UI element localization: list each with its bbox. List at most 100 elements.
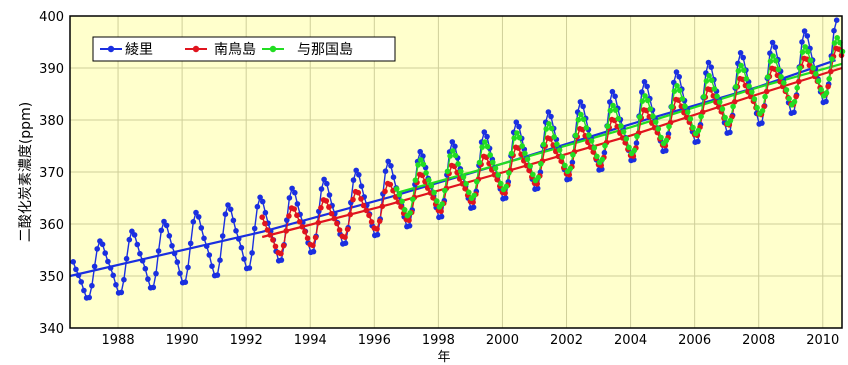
data-point-2 xyxy=(503,183,510,190)
data-point-0 xyxy=(676,74,682,80)
data-point-0 xyxy=(235,236,242,242)
x-tick-label: 2006 xyxy=(678,333,711,348)
data-point-2 xyxy=(466,189,472,196)
data-point-2 xyxy=(420,161,427,168)
data-point-2 xyxy=(666,123,672,130)
data-point-2 xyxy=(636,114,643,120)
data-point-1 xyxy=(326,204,332,210)
data-point-2 xyxy=(516,134,523,141)
data-point-0 xyxy=(342,240,349,246)
data-point-0 xyxy=(708,64,714,70)
data-point-1 xyxy=(731,99,738,105)
data-point-2 xyxy=(751,96,758,102)
data-point-0 xyxy=(737,50,744,56)
data-point-0 xyxy=(534,185,541,192)
data-point-0 xyxy=(513,119,520,125)
data-point-1 xyxy=(318,205,324,211)
data-point-1 xyxy=(272,243,279,250)
data-point-1 xyxy=(280,242,287,249)
data-point-0 xyxy=(174,259,181,265)
data-point-0 xyxy=(134,241,141,248)
data-point-1 xyxy=(331,215,338,222)
data-point-2 xyxy=(716,99,723,105)
data-point-2 xyxy=(719,106,726,112)
data-point-0 xyxy=(502,195,509,201)
data-point-2 xyxy=(393,186,400,192)
data-point-1 xyxy=(286,213,292,219)
data-point-2 xyxy=(476,159,483,166)
data-point-0 xyxy=(182,279,189,286)
data-point-2 xyxy=(479,144,486,150)
data-point-0 xyxy=(289,185,295,192)
data-point-0 xyxy=(222,211,229,217)
data-point-0 xyxy=(118,289,125,296)
data-point-2 xyxy=(415,162,421,168)
data-point-0 xyxy=(73,266,79,273)
data-point-2 xyxy=(834,35,840,41)
data-point-0 xyxy=(227,206,234,213)
data-point-2 xyxy=(687,116,694,122)
data-point-0 xyxy=(193,209,199,216)
data-point-0 xyxy=(833,17,840,24)
data-point-1 xyxy=(355,189,362,196)
data-point-2 xyxy=(514,130,520,136)
legend-marker-0 xyxy=(107,45,115,53)
data-point-0 xyxy=(78,279,84,285)
data-point-0 xyxy=(262,209,269,216)
data-point-1 xyxy=(302,228,308,235)
data-point-0 xyxy=(326,192,333,198)
data-point-2 xyxy=(634,133,640,140)
data-point-0 xyxy=(251,225,258,232)
data-point-2 xyxy=(652,119,659,125)
data-point-2 xyxy=(642,93,648,99)
data-point-2 xyxy=(572,132,579,139)
data-point-2 xyxy=(727,117,734,124)
data-point-1 xyxy=(259,214,266,220)
data-point-1 xyxy=(278,250,284,257)
data-point-0 xyxy=(318,186,325,192)
data-point-0 xyxy=(75,272,82,279)
data-point-2 xyxy=(818,86,824,93)
data-point-2 xyxy=(711,86,718,92)
data-point-2 xyxy=(482,139,488,145)
data-point-2 xyxy=(775,66,782,73)
data-point-2 xyxy=(527,163,533,169)
data-point-0 xyxy=(609,88,616,95)
y-axis-ticks: 340 350 360 370 380 390 400 xyxy=(39,10,64,337)
data-point-2 xyxy=(428,183,435,189)
data-point-0 xyxy=(601,149,608,156)
data-point-2 xyxy=(594,153,600,160)
data-point-2 xyxy=(463,181,469,187)
data-point-2 xyxy=(508,150,515,157)
data-point-0 xyxy=(158,227,165,234)
data-point-2 xyxy=(487,152,494,158)
data-point-2 xyxy=(434,198,440,204)
data-point-1 xyxy=(699,109,706,115)
data-point-2 xyxy=(644,97,651,104)
data-point-2 xyxy=(530,171,536,178)
data-point-2 xyxy=(805,48,811,55)
data-point-2 xyxy=(556,147,563,153)
data-point-0 xyxy=(206,252,213,258)
data-point-0 xyxy=(209,263,215,270)
data-point-2 xyxy=(807,57,814,64)
data-point-2 xyxy=(492,165,499,171)
data-point-0 xyxy=(89,282,95,289)
data-point-0 xyxy=(641,79,648,85)
data-point-2 xyxy=(522,150,528,157)
data-point-0 xyxy=(246,265,253,271)
data-point-2 xyxy=(786,95,792,102)
y-tick-label: 360 xyxy=(39,218,64,233)
data-point-1 xyxy=(336,227,343,233)
data-point-0 xyxy=(406,223,413,229)
data-point-1 xyxy=(267,232,274,238)
data-point-2 xyxy=(439,201,445,207)
data-point-0 xyxy=(214,272,221,278)
data-point-0 xyxy=(545,109,552,115)
data-point-0 xyxy=(257,194,263,201)
data-point-0 xyxy=(580,103,586,110)
data-point-2 xyxy=(695,127,702,134)
data-point-2 xyxy=(676,87,683,94)
data-point-1 xyxy=(558,158,564,164)
data-point-2 xyxy=(658,134,664,141)
